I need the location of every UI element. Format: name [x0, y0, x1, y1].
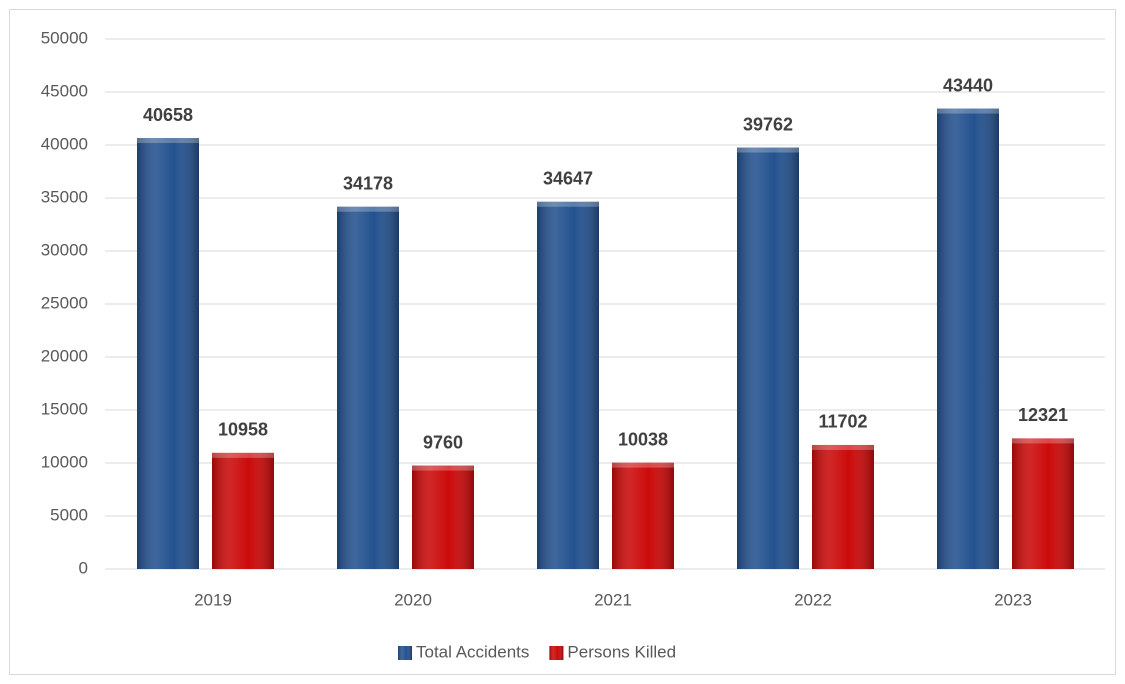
bar-shade: [737, 147, 799, 569]
x-tick-label: 2019: [194, 590, 232, 609]
data-label: 34647: [543, 168, 593, 188]
bar-cap: [212, 452, 274, 458]
bar-cap: [1012, 438, 1074, 444]
x-tick-label: 2020: [394, 590, 432, 609]
bar-shade: [812, 444, 874, 569]
y-tick-label: 50000: [41, 28, 88, 47]
bar-shade: [612, 462, 674, 569]
bar-shade: [212, 452, 274, 569]
bar-cap: [137, 138, 199, 144]
bar-shade: [937, 108, 999, 569]
y-tick-label: 40000: [41, 134, 88, 153]
legend-label: Total Accidents: [416, 642, 529, 661]
data-label: 10958: [218, 420, 268, 440]
y-tick-label: 45000: [41, 81, 88, 100]
legend-swatch-shade: [398, 646, 412, 660]
bar-cap: [612, 462, 674, 468]
y-tick-label: 30000: [41, 240, 88, 259]
data-label: 10038: [618, 429, 668, 449]
bar-cap: [812, 444, 874, 450]
y-tick-label: 25000: [41, 293, 88, 312]
data-label: 12321: [1018, 405, 1068, 425]
bar-cap: [537, 201, 599, 207]
y-tick-label: 35000: [41, 187, 88, 206]
y-tick-label: 10000: [41, 452, 88, 471]
bar-cap: [412, 465, 474, 471]
y-tick-label: 20000: [41, 346, 88, 365]
bar-cap: [737, 147, 799, 153]
x-tick-label: 2022: [794, 590, 832, 609]
bar-shade: [412, 465, 474, 569]
legend-label: Persons Killed: [567, 642, 676, 661]
y-tick-label: 15000: [41, 399, 88, 418]
bar-shade: [1012, 438, 1074, 569]
x-tick-label: 2023: [994, 590, 1032, 609]
bar-cap: [337, 206, 399, 212]
data-label: 11702: [818, 412, 867, 432]
data-label: 43440: [943, 75, 993, 95]
bar-shade: [537, 201, 599, 569]
data-label: 34178: [343, 173, 393, 193]
bar-shade: [337, 206, 399, 569]
legend-swatch-shade: [549, 646, 564, 660]
data-label: 39762: [743, 114, 793, 134]
data-label: 9760: [423, 432, 463, 452]
y-tick-label: 0: [79, 558, 88, 577]
y-tick-label: 5000: [50, 505, 88, 524]
data-label: 40658: [143, 105, 193, 125]
x-tick-label: 2021: [594, 590, 632, 609]
bar-shade: [137, 138, 199, 569]
bar-cap: [937, 108, 999, 114]
